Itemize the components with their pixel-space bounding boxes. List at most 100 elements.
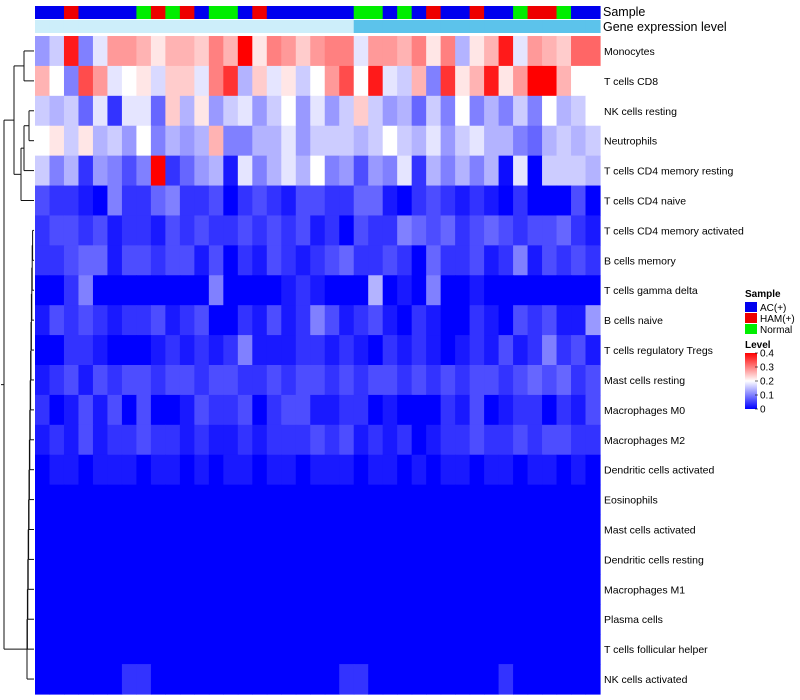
heatmap-cell (165, 424, 181, 456)
heatmap-cell (295, 155, 311, 187)
heatmap-cell (150, 215, 166, 246)
heatmap-cell (484, 215, 500, 246)
expression-annotation-cell (223, 20, 239, 33)
heatmap-cell (136, 365, 152, 396)
heatmap-cell (78, 245, 94, 276)
heatmap-cell (165, 365, 181, 396)
heatmap-cell (63, 544, 80, 575)
heatmap-cell (237, 484, 253, 516)
heatmap-cell (121, 185, 138, 217)
heatmap-cell (281, 36, 297, 67)
heatmap-cell (194, 424, 210, 456)
heatmap-cell (63, 574, 80, 605)
heatmap-cell (179, 185, 195, 217)
heatmap-cell (556, 394, 572, 426)
heatmap-cell (63, 95, 80, 127)
heatmap-cell (107, 664, 123, 695)
heatmap-cell (63, 125, 80, 157)
heatmap-cell (223, 95, 239, 127)
heatmap-cell (223, 215, 239, 246)
row-label: NK cells resting (604, 106, 677, 118)
heatmap-cell (440, 544, 456, 575)
heatmap-cell (556, 634, 572, 665)
heatmap-cell (237, 514, 253, 546)
heatmap-cell (92, 394, 109, 426)
heatmap-cell (353, 514, 369, 546)
heatmap-cell (208, 245, 224, 276)
heatmap-cell (440, 454, 456, 486)
heatmap-cell (208, 424, 224, 456)
heatmap-cell (121, 215, 138, 246)
expression-annotation-cell (324, 20, 340, 33)
heatmap-cell (165, 185, 181, 217)
heatmap-cell (542, 185, 558, 217)
expression-annotation-cell (208, 20, 224, 33)
heatmap-cell (542, 335, 558, 366)
heatmap-cell (281, 544, 297, 575)
heatmap-cell (324, 155, 340, 187)
heatmap-cell (194, 574, 210, 605)
heatmap-cell (513, 365, 529, 396)
heatmap-cell (150, 185, 166, 217)
heatmap-cell (498, 125, 514, 157)
heatmap-cell (237, 215, 253, 246)
heatmap-cell (353, 36, 369, 67)
heatmap-cell (194, 36, 210, 67)
annotation-name-expression: Gene expression level (603, 20, 727, 34)
heatmap-cell (556, 454, 572, 486)
heatmap-cell (266, 484, 282, 516)
heatmap-cell (49, 574, 65, 605)
heatmap-cell (78, 95, 94, 127)
heatmap-cell (49, 95, 65, 127)
heatmap-cell (455, 544, 471, 575)
heatmap-cell (49, 544, 65, 575)
heatmap-cell (455, 604, 471, 635)
expression-annotation-cell (426, 20, 442, 33)
heatmap-cell (237, 544, 253, 575)
heatmap-cell (281, 215, 297, 246)
heatmap-cell (382, 245, 398, 276)
heatmap-cell (107, 394, 123, 426)
heatmap-cell (513, 484, 529, 516)
expression-annotation-cell (527, 20, 543, 33)
heatmap-cell (339, 604, 355, 635)
heatmap-cell (498, 514, 514, 546)
heatmap-cell (223, 514, 239, 546)
heatmap-cell (78, 185, 94, 217)
heatmap-cell (455, 275, 471, 306)
heatmap-cell (440, 484, 456, 516)
heatmap-cell (49, 604, 65, 635)
heatmap-cell (179, 95, 195, 127)
heatmap-cell (353, 245, 369, 276)
heatmap-cell (223, 574, 239, 605)
heatmap-cell (49, 185, 65, 217)
heatmap-cell (223, 65, 239, 97)
heatmap-cell (426, 36, 442, 67)
heatmap-cell (223, 245, 239, 276)
sample-annotation-cell (469, 6, 485, 19)
heatmap-cell (324, 424, 340, 456)
heatmap-cell (78, 275, 94, 306)
heatmap-cell (281, 125, 297, 157)
heatmap-cell (484, 514, 500, 546)
heatmap-cell (397, 454, 413, 486)
heatmap-cell (411, 514, 427, 546)
row-label: Macrophages M0 (604, 405, 685, 417)
heatmap-cell (63, 185, 80, 217)
heatmap-cell (35, 394, 51, 426)
heatmap-cell (440, 424, 456, 456)
heatmap-cell (63, 634, 80, 665)
heatmap-cell (252, 65, 268, 97)
heatmap-cell (324, 544, 340, 575)
heatmap-cell (469, 574, 485, 605)
heatmap-cell (368, 185, 384, 217)
heatmap-cell (63, 305, 80, 336)
heatmap-cell (382, 664, 398, 695)
heatmap-cell (194, 275, 210, 306)
heatmap-cell (266, 544, 282, 575)
heatmap-cell (324, 454, 340, 486)
heatmap-cell (266, 155, 282, 187)
heatmap-cell (397, 95, 413, 127)
row-label: Mast cells activated (604, 525, 696, 537)
heatmap-cell (542, 275, 558, 306)
